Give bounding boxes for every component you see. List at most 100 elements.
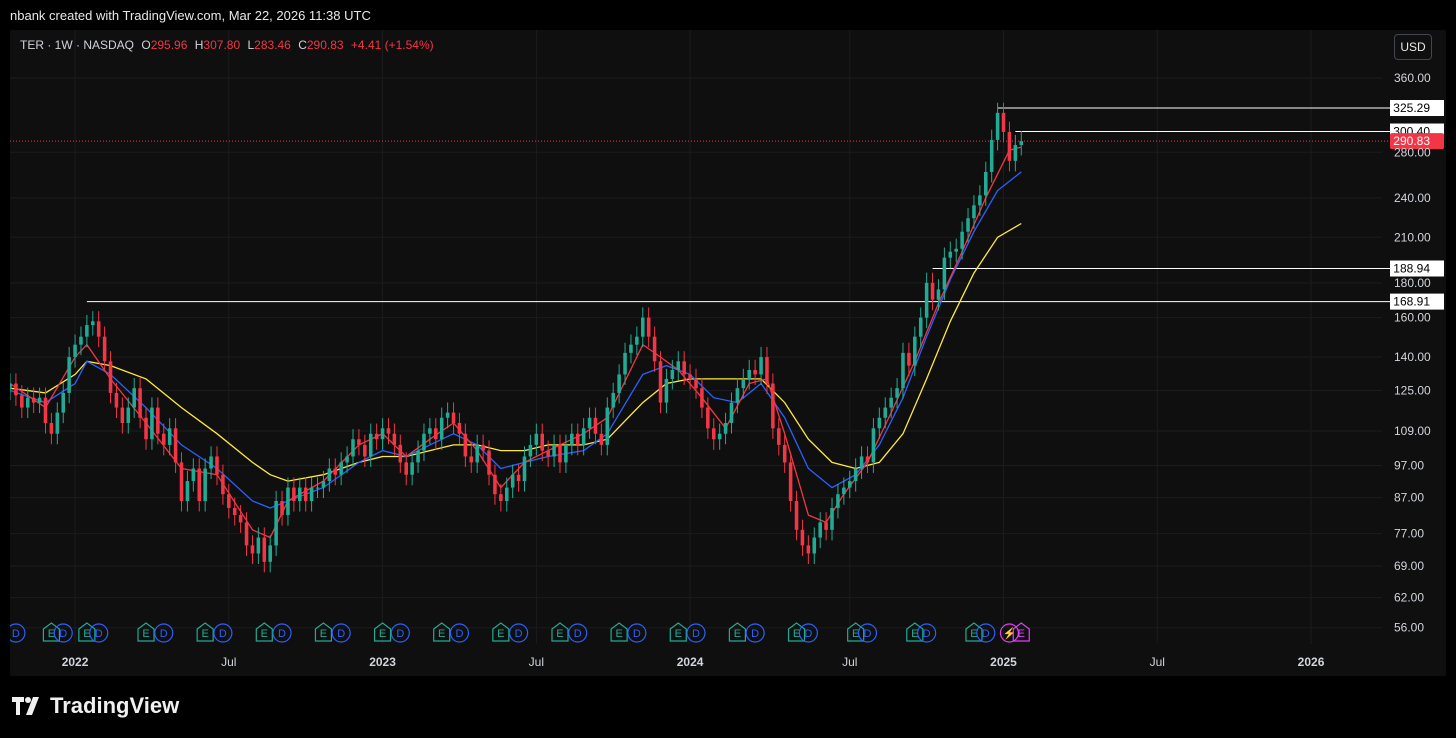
earnings-icon[interactable]: E (433, 622, 451, 642)
earnings-icon[interactable]: E (314, 622, 333, 642)
dividend-icon[interactable]: D (508, 623, 529, 643)
candle-body (948, 251, 953, 258)
time-tick-label: Jul (529, 655, 544, 669)
time-tick-label: Jul (221, 655, 236, 669)
candle-body (794, 501, 799, 530)
candle-body (652, 336, 657, 362)
candle-body (368, 433, 373, 457)
dividend-icon[interactable]: D (449, 623, 470, 643)
dividend-icon[interactable]: D (745, 623, 765, 643)
earnings-icon-shape (255, 622, 273, 642)
dividend-icon[interactable]: D (154, 623, 174, 643)
earnings-icon-glyph: E (142, 628, 149, 640)
earnings-icon-shape (610, 622, 628, 642)
dividend-icon[interactable]: D (53, 623, 73, 643)
candle-body (522, 456, 527, 482)
candle-body (386, 428, 391, 434)
hline-label: 325.29 (1393, 101, 1430, 115)
dividend-icon[interactable]: D (89, 623, 109, 643)
earnings-icon-shape (492, 622, 510, 642)
dividend-icon[interactable]: D (857, 623, 878, 643)
candle-body (901, 352, 905, 389)
candle-body (924, 282, 929, 318)
candle-body (61, 392, 65, 413)
dividend-icon-glyph: D (396, 628, 404, 640)
earnings-icon[interactable]: E (906, 622, 924, 642)
candle-body (274, 501, 278, 546)
candle-body (380, 428, 385, 440)
candle-body (351, 439, 355, 457)
future-earnings-icon[interactable]: E (1012, 622, 1030, 642)
earnings-icon-shape (373, 622, 392, 642)
time-tick-label: 2026 (1298, 655, 1325, 669)
price-tick-label: 140.00 (1394, 350, 1431, 364)
candle-body (504, 487, 509, 502)
dividend-icon[interactable]: D (798, 623, 818, 643)
candle-body (635, 336, 639, 345)
candle-body (688, 374, 692, 379)
candle-body (960, 231, 964, 249)
candle-body (753, 369, 757, 375)
candle-body (487, 450, 491, 475)
candle-body (209, 456, 213, 469)
candle-body (303, 487, 308, 502)
dividend-icon-glyph: D (751, 628, 759, 640)
candle-body (179, 462, 184, 502)
earnings-icon[interactable]: E (728, 622, 746, 642)
future-earnings-icon-glyph: E (1018, 628, 1025, 640)
earnings-icon[interactable]: E (255, 622, 273, 642)
candle-body (700, 388, 704, 408)
time-tick-label: Jul (1150, 655, 1165, 669)
candle-body (43, 397, 48, 423)
candle-body (605, 407, 610, 445)
currency-button[interactable]: USD (1394, 34, 1432, 60)
earnings-icon[interactable]: E (373, 622, 392, 642)
candle-body (830, 507, 834, 530)
dividend-icon[interactable]: D (272, 623, 292, 643)
earnings-icon-shape (433, 622, 451, 642)
dividend-icon[interactable]: D (213, 623, 233, 643)
dividend-icon[interactable]: D (390, 623, 410, 643)
earnings-icon[interactable]: E (196, 622, 214, 642)
dividend-icon[interactable]: D (568, 623, 588, 643)
dividend-icon[interactable]: D (627, 623, 647, 643)
candle-body (79, 336, 83, 345)
earnings-icon[interactable]: E (847, 622, 865, 642)
earnings-icon[interactable]: E (551, 622, 569, 642)
dividend-icon[interactable]: D (976, 623, 996, 643)
candle-body (641, 317, 645, 337)
earnings-icon[interactable]: E (137, 622, 155, 642)
earnings-icon[interactable]: E (787, 622, 806, 642)
earnings-icon[interactable]: E (965, 622, 983, 642)
dividend-icon-shape (89, 623, 109, 643)
candle-body (989, 139, 994, 172)
price-axis[interactable]: 360.00 280.00 240.00 210.00 180.00 160.00 140.… (1394, 71, 1431, 635)
open-value: 295.96 (150, 38, 188, 52)
dividend-icon-shape (213, 623, 233, 643)
candle-body (646, 317, 651, 337)
earnings-icon[interactable]: E (42, 622, 60, 642)
candle-body (221, 474, 225, 495)
time-tick-label: 2025 (990, 655, 1017, 669)
earnings-icon[interactable]: E (492, 622, 510, 642)
events-row[interactable]: D E D E D E D E D E D E D E D E D E D E D E D E D E D E D E D E D E D ⚡ E (10, 622, 1030, 643)
candle-body (575, 433, 580, 445)
candle-body (132, 388, 136, 408)
dividend-icon[interactable]: D (10, 623, 26, 643)
dividend-icon[interactable]: D (331, 623, 351, 643)
earnings-icon[interactable]: E (669, 622, 687, 642)
earnings-icon[interactable]: E (78, 622, 96, 642)
high-value: 307.80 (203, 38, 241, 52)
candle-body (918, 317, 923, 337)
candle-body (374, 433, 379, 440)
candle-body (587, 417, 592, 429)
dividend-icon[interactable]: D (686, 623, 706, 643)
candle-body (298, 487, 302, 502)
time-axis[interactable]: 2022 Jul 2023 Jul 2024 Jul 2025 Jul 2026 (62, 655, 1325, 669)
tradingview-logo[interactable]: TradingView (12, 693, 179, 719)
dividend-icon[interactable]: D (917, 623, 937, 643)
earnings-icon[interactable]: E (610, 622, 628, 642)
